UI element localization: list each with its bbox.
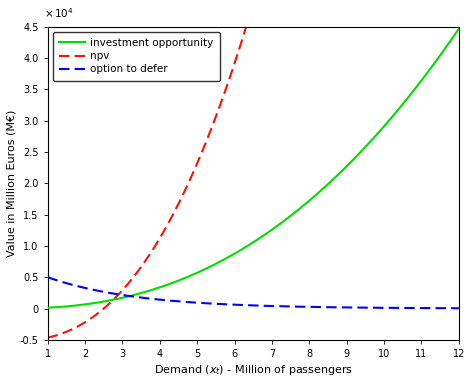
npv bbox=[45, 335, 51, 340]
Text: $\times\,10^4$: $\times\,10^4$ bbox=[43, 7, 73, 20]
investment opportunity bbox=[245, 243, 251, 248]
investment opportunity bbox=[45, 305, 51, 310]
option to defer bbox=[45, 275, 51, 280]
option to defer bbox=[369, 305, 374, 310]
npv bbox=[234, 55, 239, 59]
investment opportunity bbox=[66, 304, 71, 308]
investment opportunity bbox=[444, 44, 449, 48]
Line: npv: npv bbox=[48, 0, 459, 338]
Line: option to defer: option to defer bbox=[48, 277, 459, 308]
Line: investment opportunity: investment opportunity bbox=[48, 29, 459, 308]
npv bbox=[66, 329, 71, 333]
option to defer bbox=[444, 306, 449, 311]
investment opportunity bbox=[234, 250, 239, 255]
investment opportunity bbox=[369, 138, 374, 143]
Legend: investment opportunity, npv, option to defer: investment opportunity, npv, option to d… bbox=[53, 32, 220, 81]
option to defer bbox=[66, 281, 71, 286]
option to defer bbox=[234, 303, 239, 307]
option to defer bbox=[456, 306, 462, 311]
investment opportunity bbox=[444, 44, 450, 48]
Y-axis label: Value in Million Euros (M€): Value in Million Euros (M€) bbox=[7, 109, 17, 257]
investment opportunity bbox=[456, 26, 462, 31]
option to defer bbox=[444, 306, 450, 311]
npv bbox=[245, 20, 251, 25]
X-axis label: Demand ($x_t$) - Million of passengers: Demand ($x_t$) - Million of passengers bbox=[154, 363, 353, 377]
option to defer bbox=[245, 303, 251, 308]
